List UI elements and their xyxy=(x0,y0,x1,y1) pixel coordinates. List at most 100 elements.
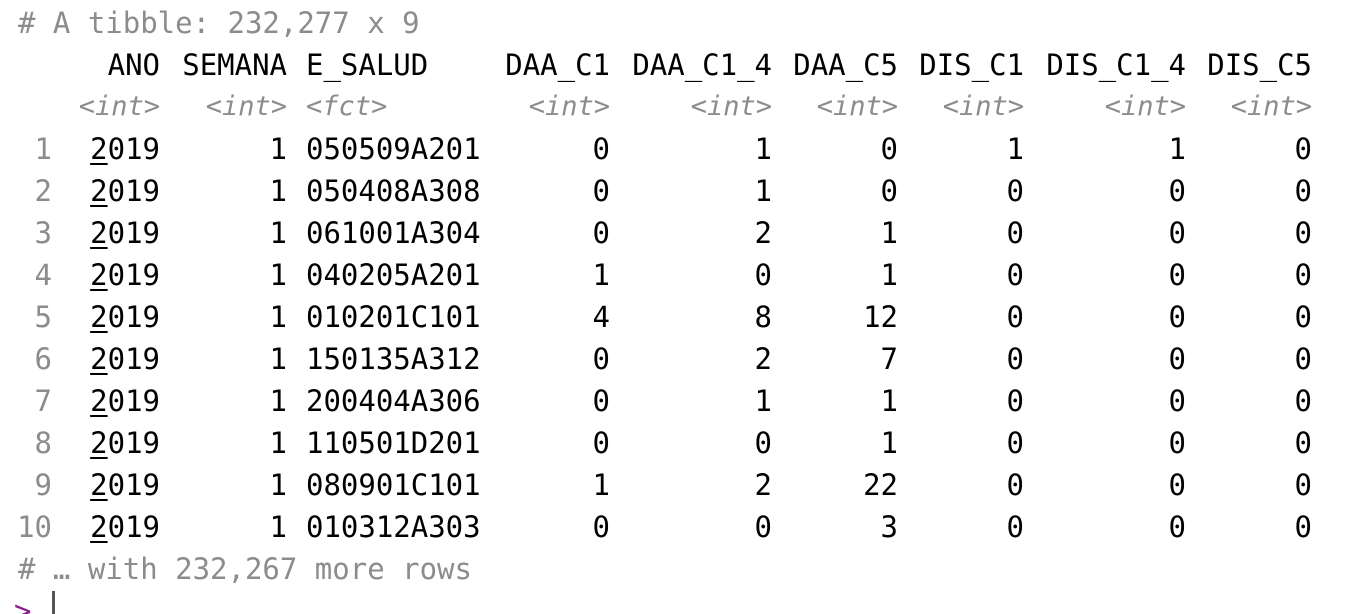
table-cell: 0 xyxy=(592,426,610,460)
column-header: E_SALUD xyxy=(306,48,429,82)
table-cell: 2 xyxy=(754,216,772,250)
column-header: ANO xyxy=(107,48,160,82)
table-cell: 0 xyxy=(754,258,772,292)
table-cell: 1 xyxy=(269,216,287,250)
table-cell: 1 xyxy=(269,426,287,460)
table-cell: 2019 xyxy=(90,300,160,334)
table-cell: 2019 xyxy=(90,216,160,250)
table-cell: 1 xyxy=(592,258,610,292)
row-number: 1 xyxy=(34,132,52,166)
row-number: 6 xyxy=(34,342,52,376)
row-number: 5 xyxy=(34,300,52,334)
table-cell: 0 xyxy=(880,132,898,166)
table-cell: 0 xyxy=(592,342,610,376)
column-type: <int> xyxy=(528,91,610,122)
table-cell: 0 xyxy=(1168,174,1186,208)
table-cell: 0 xyxy=(754,510,772,544)
table-cell: 3 xyxy=(880,510,898,544)
column-header: DAA_C1 xyxy=(505,48,610,82)
table-cell: 1 xyxy=(880,384,898,418)
table-cell: 1 xyxy=(880,426,898,460)
table-cell: 200404A306 xyxy=(306,384,481,418)
table-cell: 1 xyxy=(754,174,772,208)
table-cell: 0 xyxy=(1006,174,1024,208)
table-cell: 1 xyxy=(754,132,772,166)
column-type: <int> xyxy=(690,91,772,122)
column-type: <int> xyxy=(205,91,287,122)
column-header: DAA_C1_4 xyxy=(632,48,772,82)
table-cell: 0 xyxy=(1006,216,1024,250)
table-cell: 0 xyxy=(1168,258,1186,292)
table-cell: 0 xyxy=(1294,216,1312,250)
table-cell: 1 xyxy=(269,258,287,292)
row-number: 10 xyxy=(17,510,52,544)
table-cell: 0 xyxy=(1006,384,1024,418)
table-cell: 0 xyxy=(1006,342,1024,376)
tibble-header: # A tibble: 232,277 x 9 xyxy=(18,6,420,40)
table-cell: 110501D201 xyxy=(306,426,481,460)
column-type: <fct> xyxy=(306,91,388,122)
table-cell: 0 xyxy=(1294,384,1312,418)
table-cell: 2019 xyxy=(90,426,160,460)
table-cell: 0 xyxy=(592,216,610,250)
console-prompt: > xyxy=(14,594,32,614)
column-type: <int> xyxy=(1230,91,1312,122)
table-cell: 0 xyxy=(592,510,610,544)
column-type: <int> xyxy=(816,91,898,122)
table-cell: 050408A308 xyxy=(306,174,481,208)
table-cell: 0 xyxy=(1006,300,1024,334)
table-cell: 2019 xyxy=(90,342,160,376)
table-cell: 040205A201 xyxy=(306,258,481,292)
table-cell: 0 xyxy=(1006,510,1024,544)
row-number: 4 xyxy=(34,258,52,292)
row-number: 7 xyxy=(34,384,52,418)
table-cell: 2 xyxy=(754,342,772,376)
table-cell: 2019 xyxy=(90,132,160,166)
table-cell: 0 xyxy=(1006,258,1024,292)
column-type: <int> xyxy=(1104,91,1186,122)
table-cell: 0 xyxy=(1168,426,1186,460)
table-cell: 0 xyxy=(1006,426,1024,460)
text-cursor[interactable] xyxy=(52,591,55,614)
column-header: SEMANA xyxy=(182,48,287,82)
table-cell: 150135A312 xyxy=(306,342,481,376)
column-header: DIS_C1_4 xyxy=(1046,48,1186,82)
table-cell: 0 xyxy=(754,426,772,460)
table-cell: 0 xyxy=(1294,258,1312,292)
row-number: 8 xyxy=(34,426,52,460)
table-cell: 12 xyxy=(863,300,898,334)
table-cell: 0 xyxy=(1168,216,1186,250)
table-cell: 8 xyxy=(754,300,772,334)
table-cell: 4 xyxy=(592,300,610,334)
table-cell: 0 xyxy=(880,174,898,208)
table-cell: 1 xyxy=(880,216,898,250)
column-type: <int> xyxy=(942,91,1024,122)
table-cell: 0 xyxy=(1168,300,1186,334)
table-cell: 1 xyxy=(269,132,287,166)
table-cell: 0 xyxy=(1168,510,1186,544)
tibble-footer: # … with 232,267 more rows xyxy=(18,552,472,586)
table-cell: 1 xyxy=(269,174,287,208)
table-cell: 2019 xyxy=(90,510,160,544)
row-number: 3 xyxy=(34,216,52,250)
column-header: DIS_C1 xyxy=(919,48,1024,82)
table-cell: 0 xyxy=(1006,468,1024,502)
column-header: DIS_C5 xyxy=(1207,48,1312,82)
table-cell: 0 xyxy=(1168,342,1186,376)
table-cell: 0 xyxy=(1294,132,1312,166)
table-cell: 2019 xyxy=(90,384,160,418)
table-cell: 1 xyxy=(269,300,287,334)
table-cell: 1 xyxy=(269,384,287,418)
table-cell: 1 xyxy=(592,468,610,502)
table-cell: 2019 xyxy=(90,258,160,292)
table-cell: 0 xyxy=(1294,300,1312,334)
table-cell: 7 xyxy=(880,342,898,376)
column-type: <int> xyxy=(78,91,160,122)
table-cell: 0 xyxy=(1294,174,1312,208)
table-cell: 1 xyxy=(880,258,898,292)
table-cell: 1 xyxy=(269,468,287,502)
column-header: DAA_C5 xyxy=(793,48,898,82)
table-cell: 0 xyxy=(592,174,610,208)
table-cell: 22 xyxy=(863,468,898,502)
